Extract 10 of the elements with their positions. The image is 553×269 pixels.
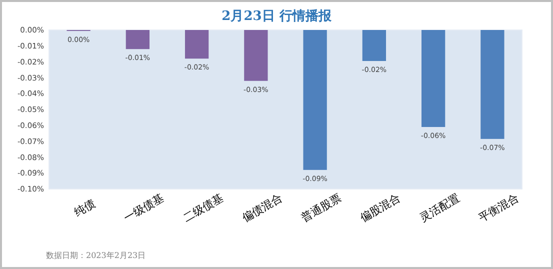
x-tick-label: 平衡混合 (476, 191, 521, 225)
x-tick-label: 纯债 (72, 196, 98, 220)
chart-title: 2月23日 行情播报 (222, 9, 332, 24)
x-tick-label: 偏债混合 (240, 191, 284, 225)
x-tick-label: 一级债基 (122, 191, 166, 225)
x-tick-label: 二级债基 (180, 191, 226, 225)
x-tick-label: 偏股混合 (358, 191, 403, 225)
text: 数据日期：2023年2月23日 (46, 251, 146, 260)
x-tick-label: 普通股票 (299, 191, 344, 225)
x-tick-label: 灵活配置 (417, 191, 462, 225)
